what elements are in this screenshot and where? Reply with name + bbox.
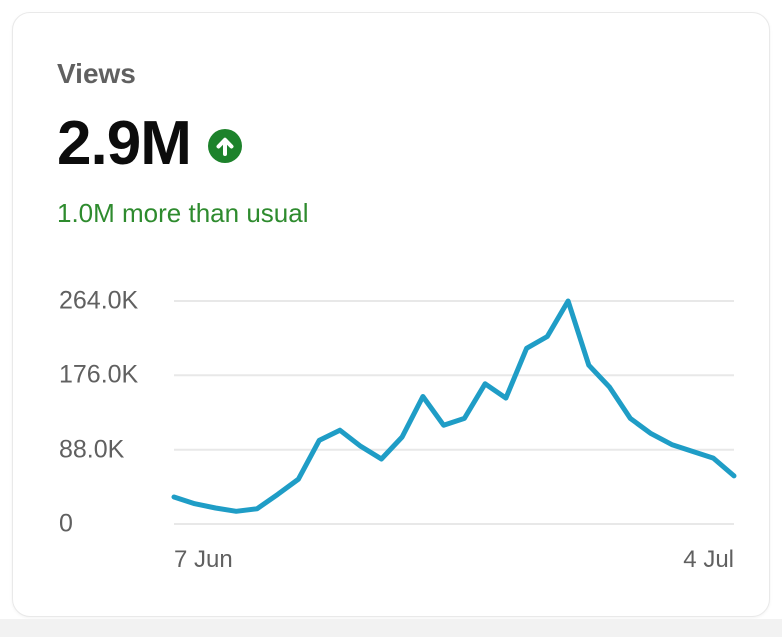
trend-up-icon bbox=[207, 129, 242, 163]
comparison-text: 1.0M more than usual bbox=[57, 198, 309, 228]
x-axis-labels: 7 Jun 4 Jul bbox=[174, 545, 734, 575]
next-section-background bbox=[0, 619, 782, 637]
views-analytics-card[interactable]: Views 2.9M 1.0M more than usual 264.0K 1… bbox=[12, 12, 770, 617]
views-line-series bbox=[171, 298, 737, 514]
x-tick-label-start: 7 Jun bbox=[174, 546, 233, 573]
metric-row: 2.9M bbox=[57, 111, 732, 177]
card-title: Views bbox=[57, 58, 136, 89]
views-line-chart bbox=[171, 298, 737, 525]
chart-plot-area bbox=[171, 296, 737, 529]
x-tick-label-end: 4 Jul bbox=[683, 546, 734, 573]
y-tick-label: 88.0K bbox=[59, 435, 125, 464]
total-views-value: 2.9M bbox=[57, 109, 192, 178]
y-tick-label: 0 bbox=[59, 509, 73, 538]
views-chart: 264.0K 176.0K 88.0K 0 bbox=[57, 287, 737, 538]
y-tick-label: 264.0K bbox=[59, 286, 139, 315]
y-axis-labels: 264.0K 176.0K 88.0K 0 bbox=[57, 287, 174, 538]
y-tick-label: 176.0K bbox=[59, 360, 139, 389]
